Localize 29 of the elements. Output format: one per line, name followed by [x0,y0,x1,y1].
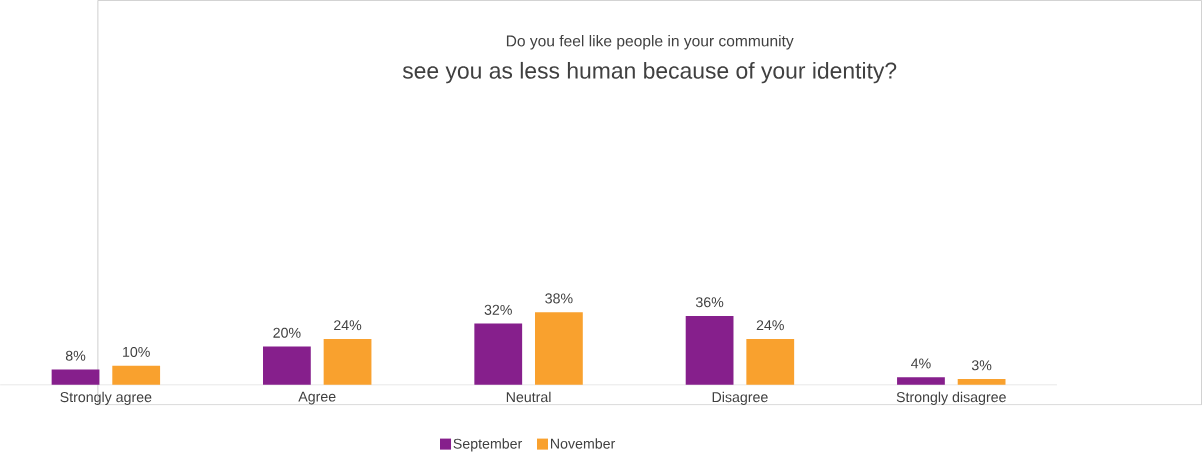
bar [263,346,311,386]
legend-label: November [551,438,616,449]
bar [112,365,161,386]
chart-subtitle: see you as less human because of your identity? [402,62,897,84]
chart-title: Do you feel like people in your community [506,35,794,50]
x-tick-label: Disagree [712,391,768,406]
data-label: 20% [273,327,301,339]
bar [474,323,523,386]
x-tick-label: Strongly agree [60,391,152,406]
data-label: 38% [545,293,573,304]
data-label: 24% [756,320,784,331]
bar [323,339,372,386]
data-label: 3% [971,360,992,371]
data-label: 24% [334,320,362,331]
data-label: 36% [695,297,724,308]
data-label: 4% [911,358,931,369]
bar [897,377,945,386]
data-label: 32% [484,305,512,316]
bar [51,369,100,386]
legend-label: September [453,438,523,452]
data-label: 8% [65,350,86,361]
bar [957,379,1006,386]
bar [746,339,795,386]
bar [535,312,583,386]
x-tick-label: Agree [298,391,336,405]
bar [685,316,734,386]
x-tick-label: Neutral [506,391,551,403]
x-tick-label: Strongly disagree [896,391,1006,406]
data-label: 10% [123,347,150,358]
